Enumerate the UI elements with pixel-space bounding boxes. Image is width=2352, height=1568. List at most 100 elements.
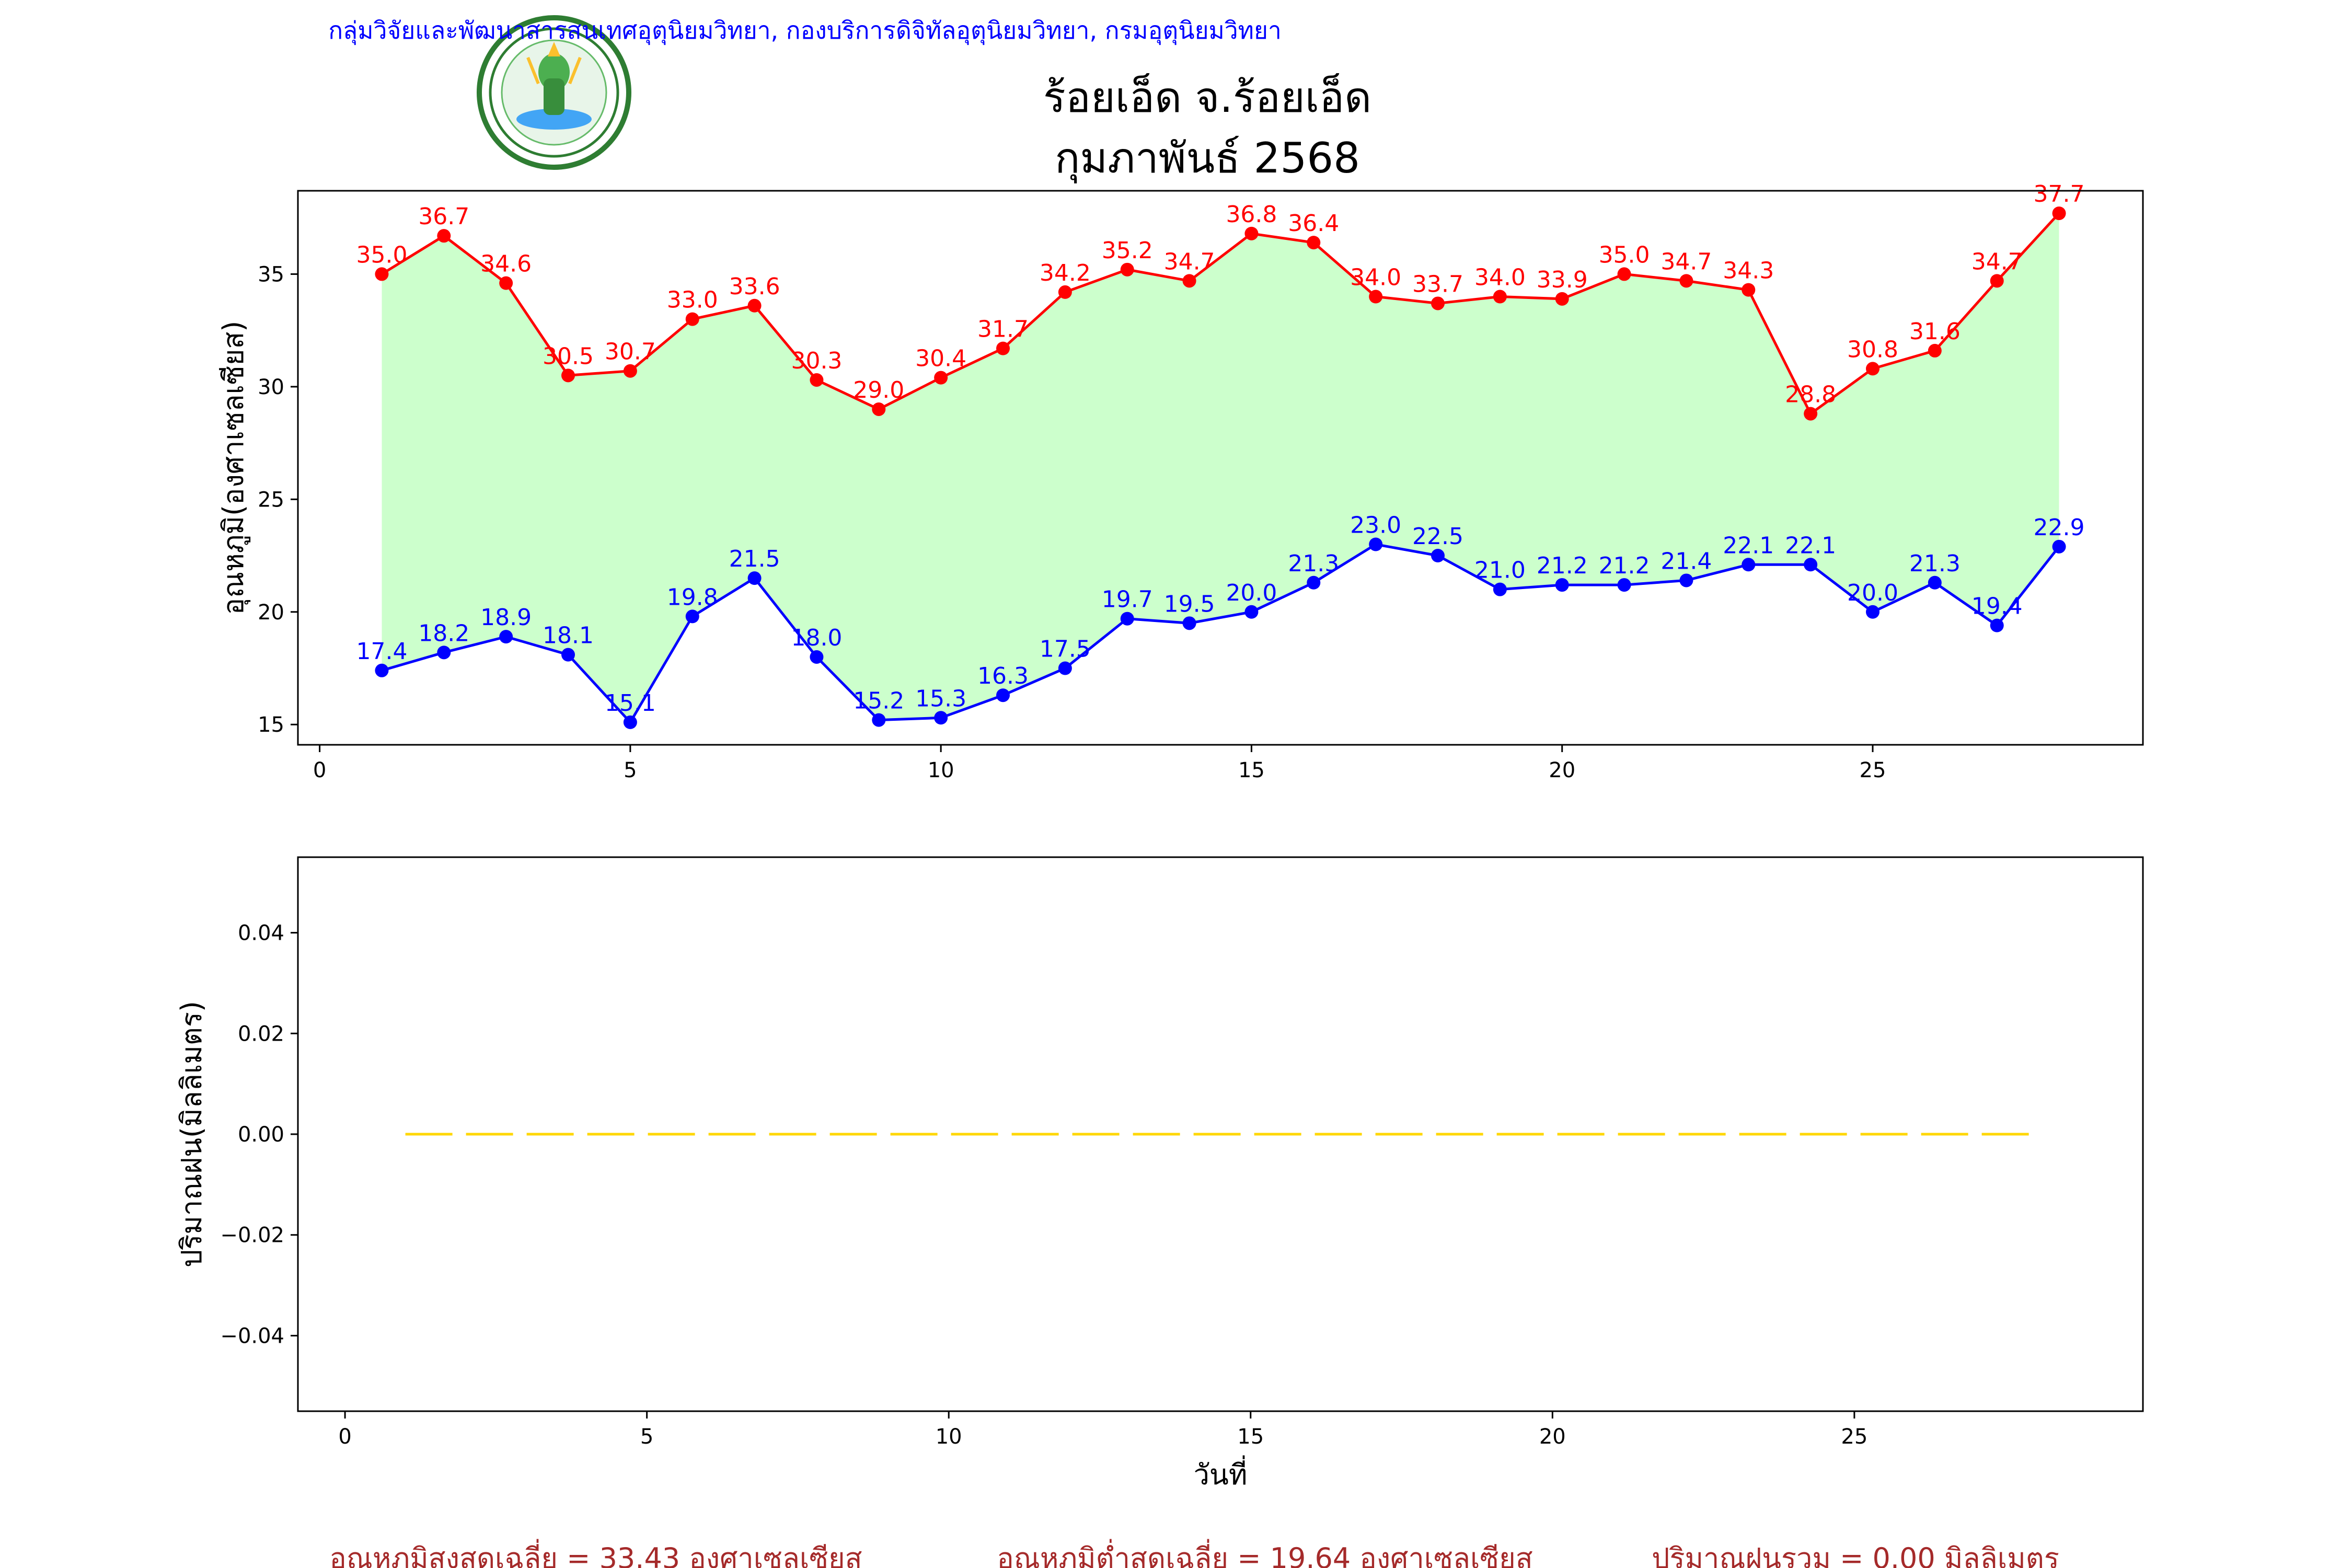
max-temp-point xyxy=(1928,343,1942,358)
min-temp-data-label: 18.0 xyxy=(791,625,842,651)
min-temp-point xyxy=(1679,573,1693,587)
min-temp-data-label: 17.4 xyxy=(356,638,407,665)
max-temp-point xyxy=(499,276,513,290)
temperature-y-tick-label: 35 xyxy=(258,262,284,286)
min-temp-line xyxy=(381,543,2060,725)
min-temp-data-label: 21.5 xyxy=(729,546,780,572)
max-temp-point xyxy=(1244,226,1259,240)
min-temp-data-label: 18.2 xyxy=(418,620,469,647)
temperature-x-tick-label: 20 xyxy=(1549,758,1575,782)
rainfall-y-tick-label: −0.02 xyxy=(220,1224,284,1248)
max-temp-data-label: 34.7 xyxy=(1164,248,1215,275)
temperature-x-tick-label: 25 xyxy=(1860,758,1886,782)
max-temp-data-label: 34.6 xyxy=(480,251,532,278)
max-temp-data-label: 28.8 xyxy=(1785,382,1836,408)
max-temp-point xyxy=(1307,236,1321,250)
min-temp-data-label: 15.2 xyxy=(853,688,904,714)
min-temp-point xyxy=(623,715,637,729)
max-temp-data-label: 37.7 xyxy=(2034,181,2085,207)
max-temp-data-label: 33.0 xyxy=(667,287,718,314)
min-temp-point xyxy=(810,650,824,664)
max-temp-point xyxy=(1369,290,1383,304)
max-temp-point xyxy=(1617,267,1631,281)
max-temp-data-label: 30.3 xyxy=(791,348,842,374)
meteorological-department-logo xyxy=(477,15,631,170)
min-temp-point xyxy=(1493,582,1507,596)
max-temp-point xyxy=(561,368,575,383)
max-temp-data-label: 34.7 xyxy=(1661,248,1712,275)
temperature-x-tick-label: 0 xyxy=(313,758,326,782)
max-temp-data-label: 31.7 xyxy=(977,316,1029,343)
temperature-y-axis-label: อุณหภูมิ(องศาเซลเซียส) xyxy=(217,321,251,615)
max-temp-data-label: 34.0 xyxy=(1474,264,1526,291)
max-temp-point xyxy=(1058,285,1072,299)
max-temp-data-label: 29.0 xyxy=(853,377,904,403)
min-temp-data-label: 18.9 xyxy=(480,604,532,631)
rainfall-y-axis-label: ปริมาณฝน(มิลลิเมตร) xyxy=(175,1001,208,1267)
rainfall-x-axis-label: วันที่ xyxy=(1194,1455,1248,1491)
min-temp-data-label: 15.3 xyxy=(915,685,966,712)
max-temp-point xyxy=(1865,362,1880,376)
max-temp-point xyxy=(996,341,1010,355)
rainfall-x-tick-label: 20 xyxy=(1539,1425,1566,1449)
temperature-y-tick-label: 15 xyxy=(258,713,284,737)
rainfall-x-tick-label: 5 xyxy=(640,1425,653,1449)
max-temp-point xyxy=(934,371,948,385)
temperature-y-tick-label: 30 xyxy=(258,375,284,399)
max-temp-point xyxy=(1493,290,1507,304)
max-temp-data-label: 30.5 xyxy=(543,343,594,370)
min-temp-data-label: 15.1 xyxy=(605,690,656,717)
min-temp-point xyxy=(1617,578,1631,592)
min-temp-point xyxy=(1928,575,1942,590)
rainfall-x-tick-label: 0 xyxy=(338,1425,351,1449)
max-temp-point xyxy=(1182,274,1196,288)
min-temp-point xyxy=(1804,558,1818,572)
rainfall-y-tick-label: 0.00 xyxy=(238,1123,284,1147)
min-temp-point xyxy=(1369,537,1383,551)
rainfall-x-tick-label: 10 xyxy=(936,1425,962,1449)
max-temp-point xyxy=(1990,274,2004,288)
rainfall-x-tick-label: 15 xyxy=(1237,1425,1264,1449)
min-temp-data-label: 23.0 xyxy=(1350,512,1401,539)
rainfall-x-tick-label: 25 xyxy=(1841,1425,1867,1449)
min-temp-data-label: 20.0 xyxy=(1847,580,1898,606)
min-temp-point xyxy=(1244,605,1259,619)
max-temp-data-label: 34.3 xyxy=(1723,258,1774,284)
max-temp-data-label: 36.4 xyxy=(1288,210,1339,237)
rainfall-y-tick-label: 0.02 xyxy=(238,1022,284,1046)
temperature-y-tick-label: 25 xyxy=(258,488,284,512)
max-temp-point xyxy=(1120,262,1134,276)
max-temp-point xyxy=(375,267,389,281)
min-temp-point xyxy=(747,571,762,585)
min-temp-data-label: 21.2 xyxy=(1537,552,1588,579)
min-temp-data-label: 22.1 xyxy=(1723,532,1774,559)
temperature-x-tick-label: 5 xyxy=(624,758,637,782)
min-temp-data-label: 19.4 xyxy=(1971,593,2023,620)
min-temp-point xyxy=(437,645,451,660)
min-temp-point xyxy=(1431,549,1445,563)
max-temp-data-label: 33.9 xyxy=(1537,267,1588,293)
min-temp-data-label: 22.1 xyxy=(1785,532,1836,559)
max-temp-point xyxy=(2052,206,2066,221)
min-temp-data-label: 19.8 xyxy=(667,584,718,610)
temperature-y-tick-label: 20 xyxy=(258,601,284,625)
temperature-range-fill xyxy=(382,213,2059,722)
min-temp-point xyxy=(1990,618,2004,632)
chart-title-station: ร้อยเอ็ด จ.ร้อยเอ็ด xyxy=(1043,73,1371,122)
min-temp-point xyxy=(561,648,575,662)
rainfall-y-tick-label: −0.04 xyxy=(220,1324,284,1348)
min-temp-point xyxy=(499,630,513,644)
max-temp-data-label: 30.4 xyxy=(915,345,966,372)
temperature-x-tick-label: 15 xyxy=(1238,758,1265,782)
max-temp-point xyxy=(1742,283,1756,297)
temperature-plot-frame xyxy=(297,190,2144,746)
min-temp-point xyxy=(1865,605,1880,619)
min-temp-data-label: 21.3 xyxy=(1909,550,1961,577)
summary-max-avg: อุณหภูมิสูงสุดเฉลี่ย = 33.43 องศาเซลเซีย… xyxy=(329,1539,862,1568)
max-temp-data-label: 31.6 xyxy=(1909,318,1961,345)
max-temp-data-label: 34.2 xyxy=(1040,260,1091,286)
min-temp-point xyxy=(996,688,1010,702)
max-temp-point xyxy=(685,312,699,326)
max-temp-point xyxy=(1431,296,1445,310)
